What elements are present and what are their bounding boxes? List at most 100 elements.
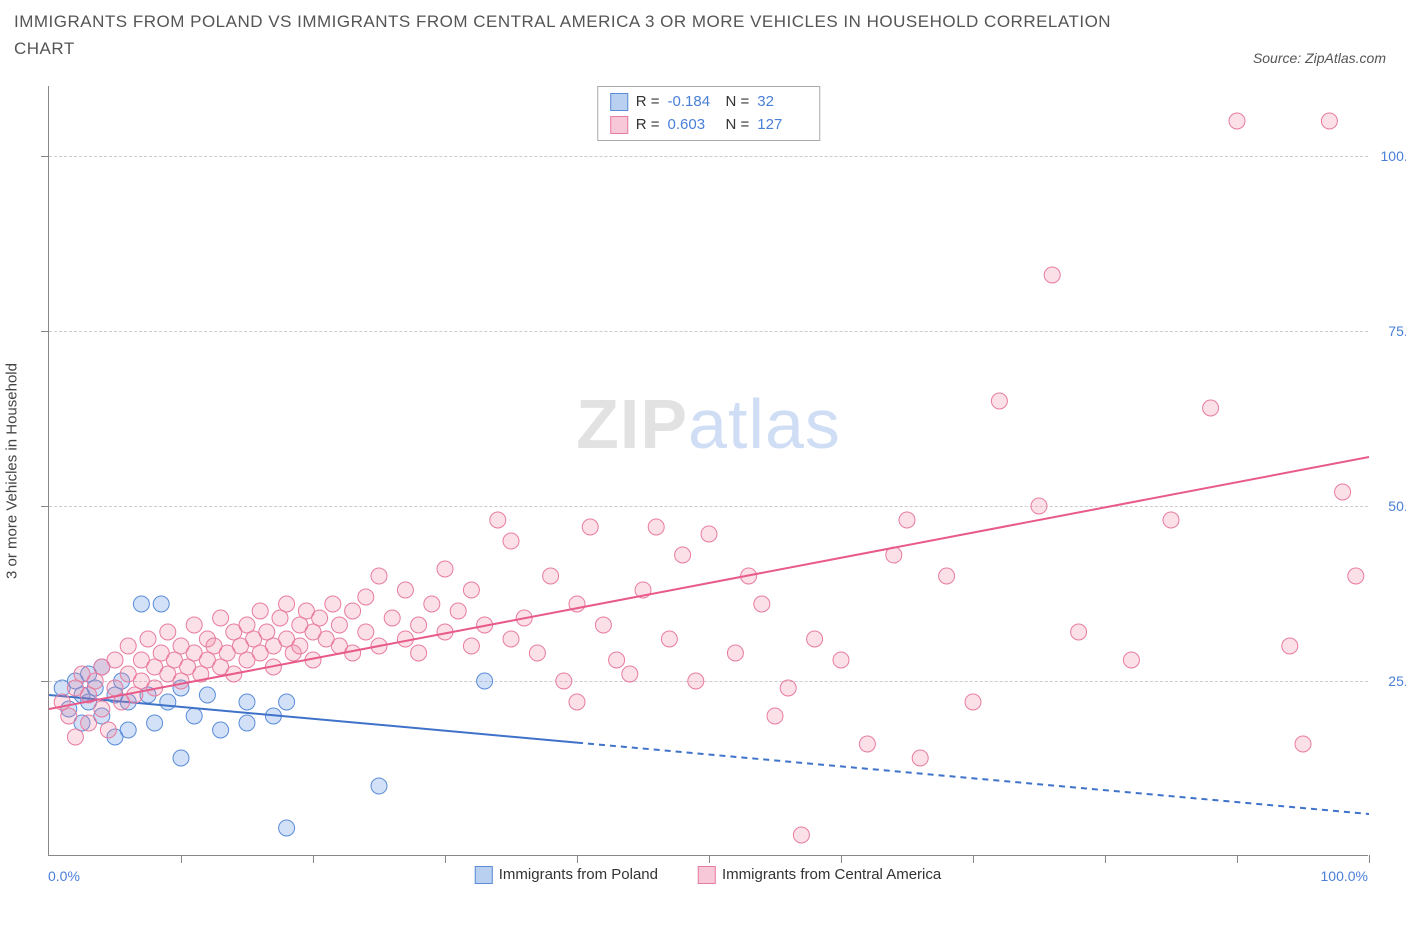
scatter-point-central_america [701, 526, 717, 542]
scatter-point-central_america [450, 603, 466, 619]
scatter-point-central_america [160, 624, 176, 640]
scatter-point-poland [186, 708, 202, 724]
scatter-point-poland [477, 673, 493, 689]
scatter-point-central_america [503, 631, 519, 647]
stats-row-central_america: R =0.603N =127 [610, 114, 808, 137]
scatter-point-central_america [325, 596, 341, 612]
scatter-point-central_america [107, 652, 123, 668]
scatter-point-central_america [94, 701, 110, 717]
scatter-point-central_america [807, 631, 823, 647]
scatter-point-poland [153, 596, 169, 612]
x-tick [181, 855, 182, 863]
scatter-point-central_america [186, 617, 202, 633]
scatter-point-central_america [279, 596, 295, 612]
scatter-point-central_america [120, 638, 136, 654]
x-tick [1237, 855, 1238, 863]
scatter-point-central_america [292, 638, 308, 654]
scatter-point-central_america [1295, 736, 1311, 752]
scatter-point-central_america [1348, 568, 1364, 584]
scatter-point-central_america [384, 610, 400, 626]
stats-r-value: -0.184 [668, 91, 718, 114]
trend-line-central_america [49, 457, 1369, 709]
legend-label: Immigrants from Poland [499, 866, 658, 883]
scatter-point-central_america [767, 708, 783, 724]
legend-item-poland: Immigrants from Poland [475, 866, 658, 884]
x-axis-max-label: 100.0% [1321, 868, 1368, 884]
scatter-point-central_america [543, 568, 559, 584]
stats-r-value: 0.603 [668, 114, 718, 137]
y-tick [41, 331, 49, 332]
scatter-point-central_america [331, 617, 347, 633]
scatter-point-central_america [358, 589, 374, 605]
scatter-point-central_america [1163, 512, 1179, 528]
scatter-point-central_america [582, 519, 598, 535]
scatter-point-poland [279, 820, 295, 836]
plot-region: ZIPatlas R =-0.184N =32R =0.603N =127 25… [48, 86, 1368, 856]
scatter-point-poland [173, 750, 189, 766]
scatter-point-poland [371, 778, 387, 794]
scatter-point-central_america [727, 645, 743, 661]
x-tick [445, 855, 446, 863]
scatter-point-central_america [463, 638, 479, 654]
source-credit: Source: ZipAtlas.com [1253, 50, 1386, 66]
scatter-point-central_america [411, 645, 427, 661]
stats-legend-box: R =-0.184N =32R =0.603N =127 [597, 86, 821, 141]
scatter-point-central_america [661, 631, 677, 647]
legend-swatch [475, 866, 493, 884]
scatter-point-central_america [556, 673, 572, 689]
legend-label: Immigrants from Central America [722, 866, 941, 883]
scatter-point-central_america [67, 729, 83, 745]
scatter-point-central_america [437, 561, 453, 577]
scatter-point-central_america [569, 694, 585, 710]
scatter-point-central_america [780, 680, 796, 696]
scatter-point-central_america [140, 631, 156, 647]
scatter-point-central_america [622, 666, 638, 682]
scatter-point-central_america [1071, 624, 1087, 640]
scatter-point-central_america [793, 827, 809, 843]
scatter-point-central_america [754, 596, 770, 612]
scatter-point-central_america [595, 617, 611, 633]
scatter-point-central_america [1123, 652, 1139, 668]
scatter-point-central_america [61, 708, 77, 724]
scatter-point-poland [279, 694, 295, 710]
scatter-point-central_america [345, 603, 361, 619]
y-tick [41, 681, 49, 682]
scatter-point-central_america [371, 568, 387, 584]
x-tick [973, 855, 974, 863]
scatter-point-central_america [312, 610, 328, 626]
scatter-point-central_america [912, 750, 928, 766]
scatter-point-central_america [833, 652, 849, 668]
scatter-point-central_america [503, 533, 519, 549]
scatter-point-poland [147, 715, 163, 731]
scatter-point-central_america [648, 519, 664, 535]
chart-area: ZIPatlas R =-0.184N =32R =0.603N =127 25… [48, 86, 1368, 856]
stats-n-label: N = [726, 91, 750, 114]
scatter-point-central_america [81, 715, 97, 731]
stats-r-label: R = [636, 114, 660, 137]
scatter-point-central_america [939, 568, 955, 584]
scatter-point-central_america [859, 736, 875, 752]
chart-title: IMMIGRANTS FROM POLAND VS IMMIGRANTS FRO… [14, 8, 1114, 62]
scatter-svg [49, 86, 1369, 856]
x-tick [1369, 855, 1370, 863]
scatter-point-central_america [100, 722, 116, 738]
scatter-point-central_america [991, 393, 1007, 409]
scatter-point-central_america [529, 645, 545, 661]
x-tick [709, 855, 710, 863]
legend-item-central_america: Immigrants from Central America [698, 866, 941, 884]
scatter-point-central_america [1282, 638, 1298, 654]
scatter-point-central_america [252, 603, 268, 619]
legend-bottom: Immigrants from Poland Immigrants from Ce… [475, 866, 941, 884]
y-tick-label: 100.0% [1373, 148, 1406, 164]
y-tick-label: 75.0% [1373, 323, 1406, 339]
scatter-point-central_america [397, 582, 413, 598]
scatter-point-poland [133, 596, 149, 612]
scatter-point-central_america [490, 512, 506, 528]
trend-line-dashed-poland [577, 743, 1369, 814]
scatter-point-poland [213, 722, 229, 738]
x-axis-min-label: 0.0% [48, 868, 80, 884]
scatter-point-poland [199, 687, 215, 703]
y-tick-label: 25.0% [1373, 673, 1406, 689]
scatter-point-central_america [213, 610, 229, 626]
stats-swatch [610, 93, 628, 111]
